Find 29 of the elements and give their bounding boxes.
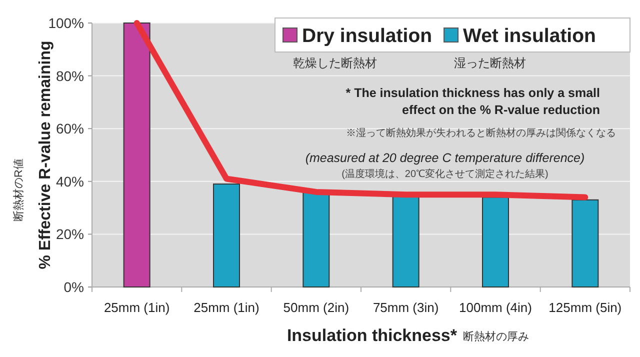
- x-axis-title: Insulation thickness*: [286, 326, 458, 345]
- y-axis-title: % Effective R-value remaining: [37, 40, 54, 270]
- legend-label: Wet insulation: [463, 25, 596, 47]
- bar: [302, 191, 330, 288]
- y-tick-label: 100%: [48, 15, 84, 31]
- y-tick-label: 0%: [64, 279, 84, 295]
- y-tick-label: 60%: [56, 120, 84, 137]
- annotation: (measured at 20 degree C temperature difference): [305, 151, 585, 165]
- annotation: ※湿って断熱効果が失われると断熱材の厚みは関係なくなる: [346, 127, 616, 139]
- x-tick-label: 75mm (3in): [372, 300, 439, 315]
- bar: [213, 184, 240, 288]
- bar: [572, 199, 599, 288]
- y-tick-label: 80%: [56, 68, 84, 84]
- text: 断熱材の厚み: [463, 330, 529, 343]
- bar: [123, 22, 150, 288]
- x-tick-label: 125mm (5in): [548, 300, 622, 315]
- legend-label: Dry insulation: [302, 25, 432, 47]
- annotation: 湿った断熱材: [454, 56, 526, 70]
- x-tick-label: 25mm (1in): [104, 300, 170, 315]
- x-tick-label: 100mm (4in): [459, 300, 532, 315]
- bar: [482, 196, 509, 288]
- y-tick-label: 20%: [56, 226, 84, 242]
- annotation: (温度環境は、20℃変化させて測定された結果): [342, 168, 548, 180]
- annotation: * The insulation thickness has only a small effect on the % R-value reduction: [346, 86, 600, 117]
- annotation: 乾燥した断熱材: [293, 56, 377, 70]
- text: 断熱材のR値: [12, 158, 25, 222]
- x-tick-label: 50mm (2in): [283, 300, 350, 315]
- x-tick-label: 25mm (1in): [194, 300, 260, 315]
- y-tick-label: 40%: [56, 173, 84, 190]
